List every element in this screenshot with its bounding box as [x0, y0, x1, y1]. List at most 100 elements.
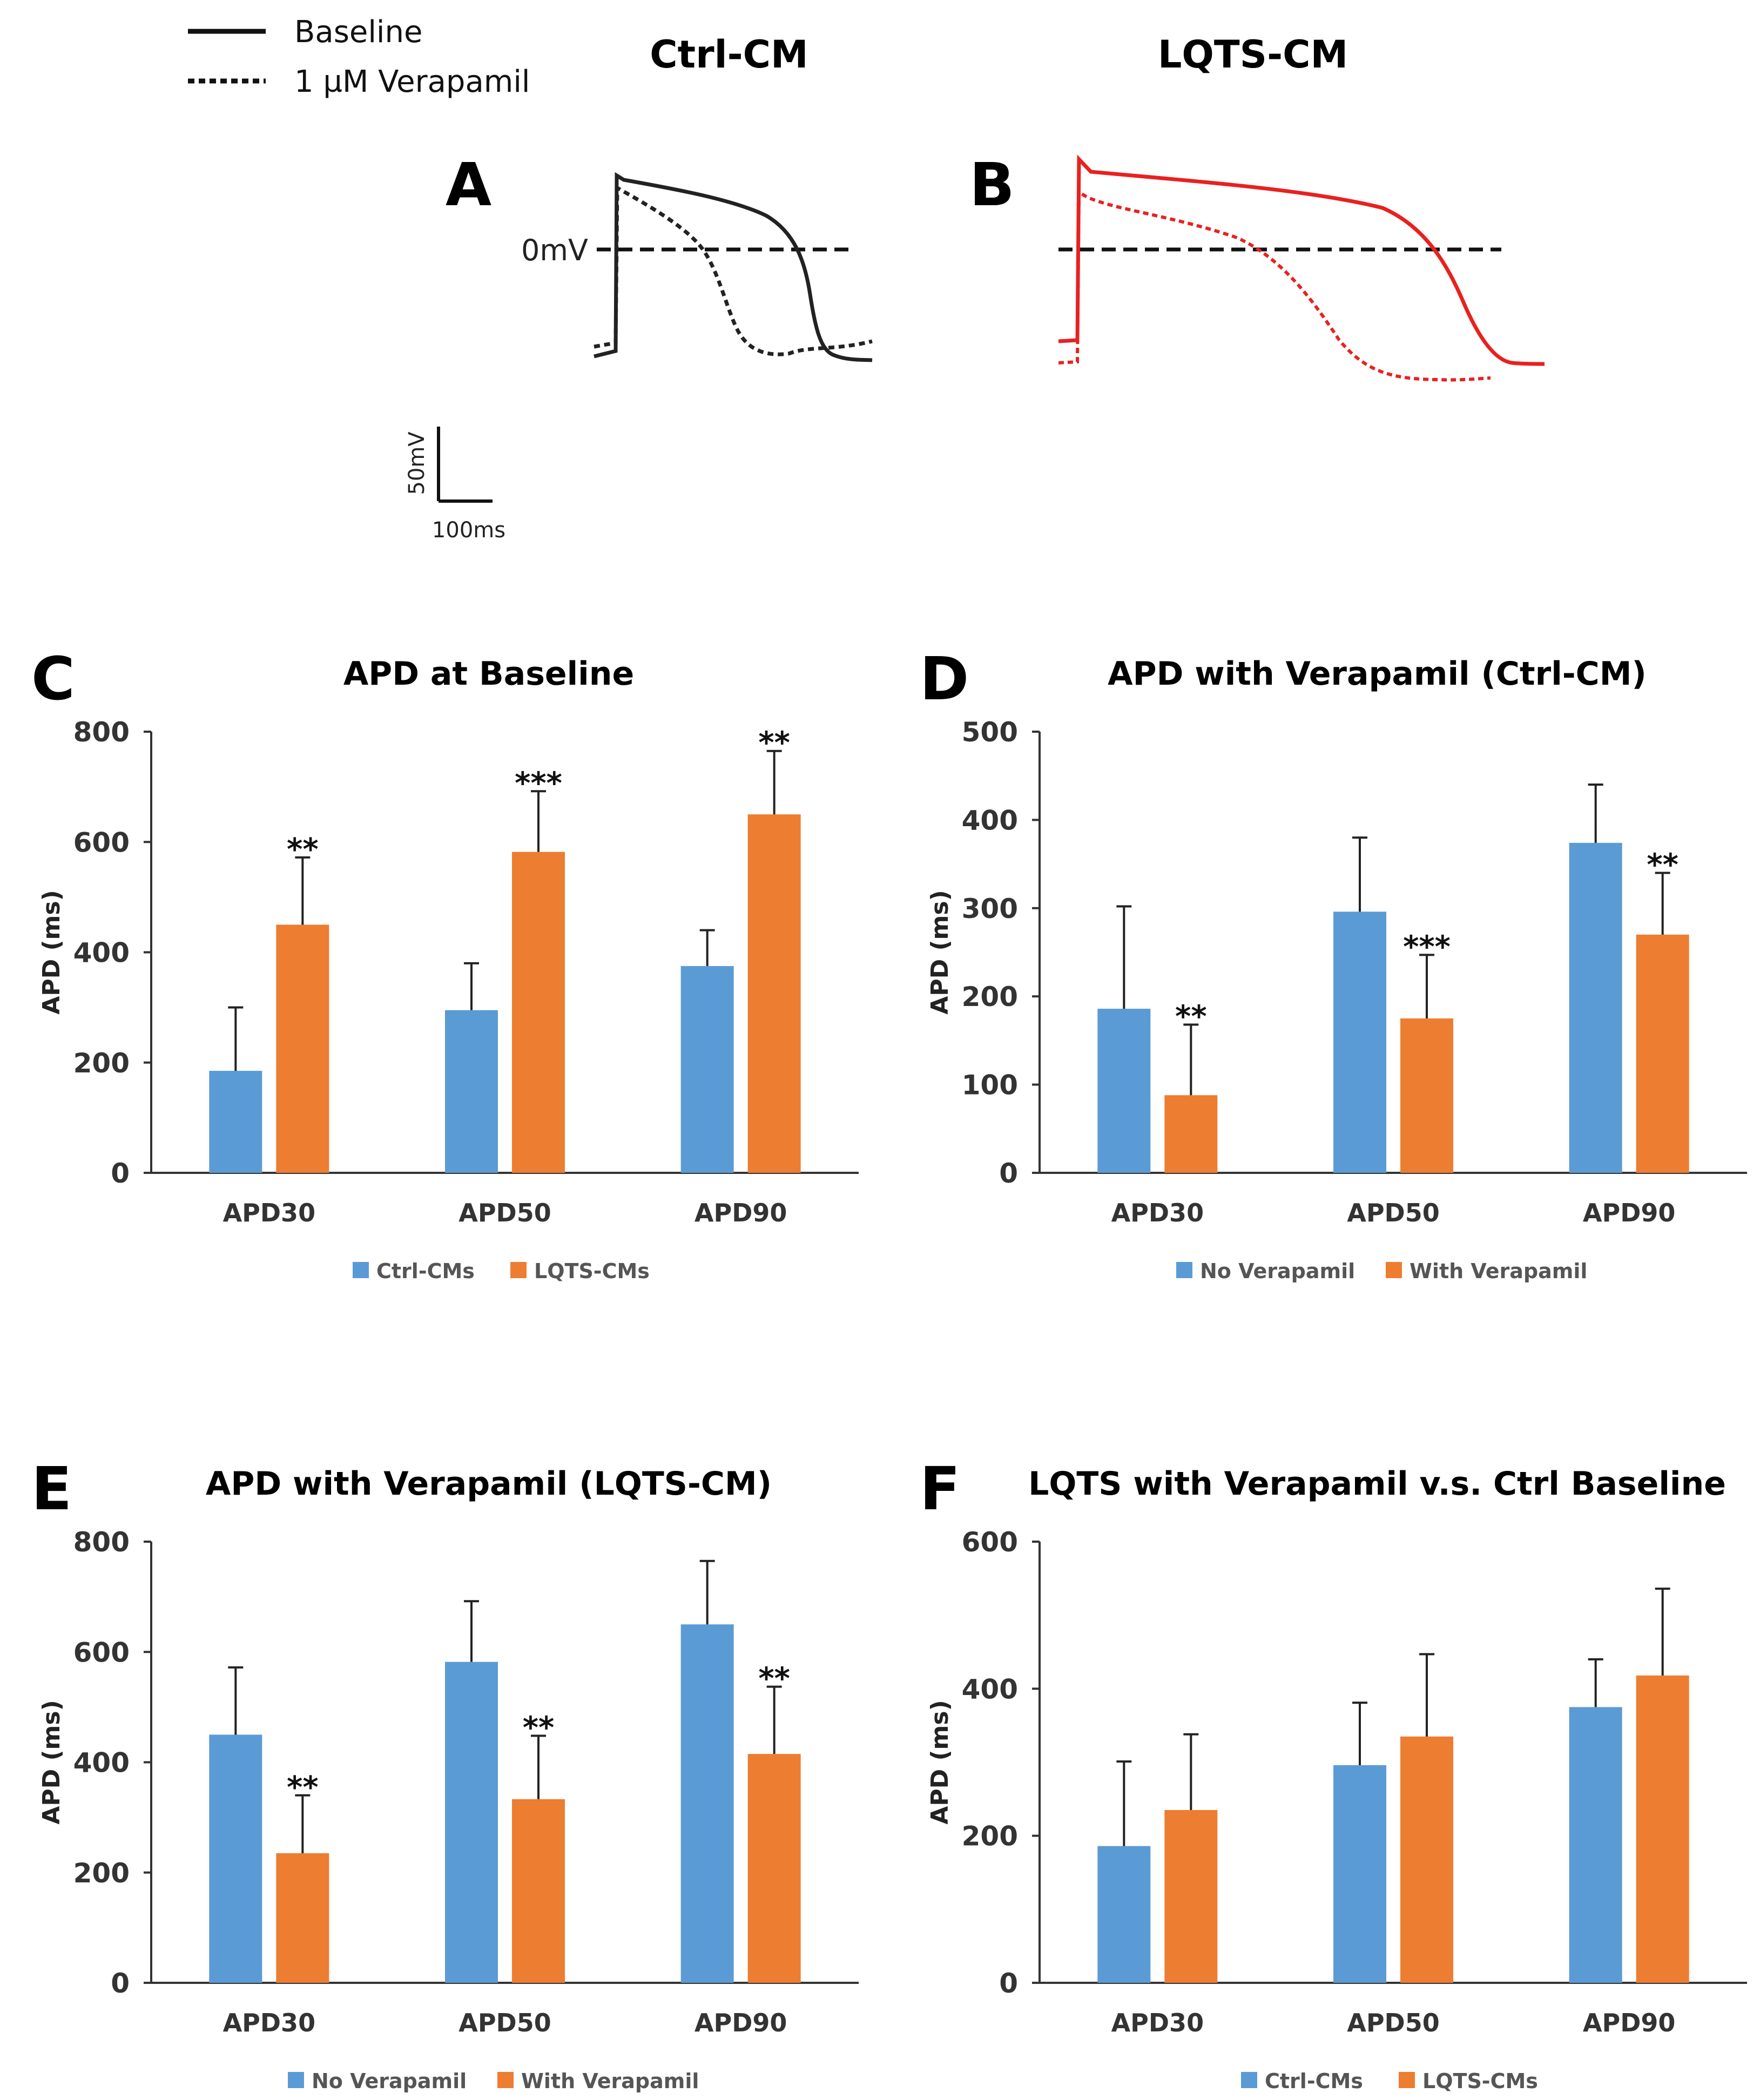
panel-f-bar-blue — [1333, 1765, 1386, 1983]
panel-d-y-tick-label: 0 — [999, 1158, 1018, 1189]
panel-d-bar-blue — [1569, 842, 1622, 1173]
panel-c-title: APD at Baseline — [343, 655, 634, 693]
panel-d-chart: D APD with Verapamil (Ctrl-CM) 0 100 200 300 4… — [920, 644, 1747, 1283]
panel-e-chart: E APD with Verapamil (LQTS-CM) 0 200 400 600 8… — [31, 1454, 859, 2093]
panel-f-chart: F LQTS with Verapamil v.s. Ctrl Baseline 0… — [920, 1454, 1747, 2093]
panel-c-letter: C — [31, 644, 75, 713]
lqts-verapamil-trace — [1058, 188, 1491, 382]
panel-c-significance-marker: ** — [287, 832, 319, 867]
panel-d-category-label: APD50 — [1347, 1198, 1440, 1227]
panel-e-bar-orange — [747, 1754, 801, 1983]
legend-solid-label: Baseline — [294, 15, 422, 50]
panel-e-legend-swatch — [497, 2072, 514, 2088]
panel-d-legend-label: No Verapamil — [1200, 1259, 1355, 1283]
panel-e-bar-orange — [276, 1853, 329, 1983]
panel-f-legend-swatch — [1399, 2072, 1415, 2088]
scale-bar-voltage-label: 50mV — [404, 431, 429, 495]
panel-e-legend-swatch — [288, 2072, 304, 2088]
panel-d-y-tick-label: 200 — [962, 981, 1018, 1012]
panel-f-y-axis-label: APD (ms) — [926, 1700, 954, 1824]
panel-label-b: B — [969, 150, 1015, 219]
panel-e-significance-marker: ** — [758, 1662, 790, 1697]
panel-c-y-tick-label: 600 — [73, 827, 130, 858]
panel-f-y-tick-label: 0 — [999, 1968, 1018, 1999]
panel-f-bar-orange — [1400, 1736, 1453, 1983]
ctrl-verapamil-trace — [594, 185, 873, 356]
panel-d-legend-swatch — [1386, 1262, 1402, 1278]
panel-d-legend-swatch — [1176, 1262, 1192, 1278]
panel-c-bar-orange — [747, 814, 801, 1173]
panel-c-y-tick-label: 400 — [73, 937, 130, 969]
panel-d-y-tick-label: 400 — [962, 805, 1018, 836]
panel-e-y-tick-label: 800 — [73, 1527, 130, 1558]
panel-c-bar-blue — [445, 1010, 498, 1173]
panel-c-significance-marker: *** — [515, 766, 562, 801]
panel-f-bar-orange — [1636, 1675, 1689, 1983]
panel-e-bar-blue — [209, 1734, 262, 1983]
panel-d-title: APD with Verapamil (Ctrl-CM) — [1108, 655, 1647, 693]
lqts-baseline-trace — [1058, 154, 1545, 366]
panel-d-bar-orange — [1636, 934, 1689, 1173]
panel-f-category-label: APD50 — [1347, 2008, 1440, 2037]
panel-f-category-label: APD90 — [1583, 2008, 1676, 2037]
panel-e-significance-marker: ** — [523, 1710, 555, 1745]
panel-e-y-tick-label: 400 — [73, 1747, 130, 1779]
panel-f-bar-blue — [1569, 1707, 1622, 1983]
panel-e-category-label: APD30 — [223, 2008, 316, 2037]
panel-e-significance-marker: ** — [287, 1770, 319, 1805]
panel-c-category-label: APD90 — [694, 1198, 787, 1227]
panel-c-y-tick-label: 0 — [111, 1158, 130, 1189]
panel-f-y-tick-label: 600 — [962, 1527, 1018, 1558]
panel-c-bar-orange — [512, 852, 565, 1173]
panel-e-category-label: APD90 — [694, 2008, 787, 2037]
panel-f-title: LQTS with Verapamil v.s. Ctrl Baseline — [1028, 1465, 1726, 1503]
panel-c-y-tick-label: 800 — [73, 717, 130, 748]
panel-e-legend-label: With Verapamil — [521, 2069, 699, 2093]
panel-f-category-label: APD30 — [1111, 2008, 1204, 2037]
panel-d-bar-blue — [1333, 911, 1386, 1173]
panel-c-legend-swatch — [510, 1262, 527, 1278]
panel-e-category-label: APD50 — [458, 2008, 551, 2037]
panel-d-legend-label: With Verapamil — [1410, 1259, 1587, 1283]
ctrl-baseline-trace — [594, 172, 873, 362]
panel-f-letter: F — [920, 1454, 960, 1523]
trace-legend: Baseline 1 µM Verapamil — [188, 15, 530, 99]
column-title-ctrl: Ctrl-CM — [650, 32, 808, 77]
panel-d-y-tick-label: 300 — [962, 893, 1018, 924]
panel-d-significance-marker: ** — [1175, 999, 1207, 1034]
legend-dotted-label: 1 µM Verapamil — [294, 64, 530, 99]
panel-f-legend-label: LQTS-CMs — [1422, 2069, 1538, 2093]
panel-f-y-tick-label: 400 — [962, 1673, 1018, 1705]
panel-e-bar-blue — [445, 1662, 498, 1983]
panel-d-bar-blue — [1097, 1009, 1151, 1173]
panel-e-letter: E — [31, 1454, 72, 1523]
panel-c-bar-blue — [680, 966, 734, 1173]
panel-d-category-label: APD90 — [1583, 1198, 1676, 1227]
scale-bar-time-label: 100ms — [432, 518, 505, 543]
panel-f-bar-blue — [1097, 1846, 1151, 1983]
zero-mv-label: 0mV — [521, 233, 588, 267]
panel-f-legend-label: Ctrl-CMs — [1265, 2069, 1363, 2093]
panel-c-bar-orange — [276, 924, 329, 1173]
panel-c-chart: C APD at Baseline 0 200 400 600 800 APD (ms) ** A… — [31, 644, 859, 1283]
panel-e-bar-blue — [680, 1624, 734, 1983]
panel-e-y-tick-label: 600 — [73, 1637, 130, 1668]
panel-e-bar-orange — [512, 1799, 565, 1983]
panel-d-letter: D — [920, 644, 969, 713]
action-potential-traces-ctrl: 0mV — [521, 172, 873, 362]
panel-d-bar-orange — [1164, 1095, 1218, 1173]
panel-c-legend-label: Ctrl-CMs — [376, 1259, 475, 1283]
panel-d-significance-marker: ** — [1647, 847, 1678, 882]
panel-f-legend-swatch — [1241, 2072, 1257, 2088]
panel-d-significance-marker: *** — [1403, 929, 1451, 964]
panel-e-y-tick-label: 200 — [73, 1858, 130, 1889]
panel-c-bar-blue — [209, 1071, 262, 1173]
panel-c-category-label: APD50 — [458, 1198, 551, 1227]
panel-e-legend-label: No Verapamil — [312, 2069, 467, 2093]
panel-e-y-tick-label: 0 — [111, 1968, 130, 1999]
panel-c-legend-label: LQTS-CMs — [534, 1259, 650, 1283]
column-title-lqts: LQTS-CM — [1158, 32, 1348, 77]
panel-e-y-axis-label: APD (ms) — [38, 1700, 65, 1824]
panel-d-y-axis-label: APD (ms) — [926, 890, 954, 1014]
